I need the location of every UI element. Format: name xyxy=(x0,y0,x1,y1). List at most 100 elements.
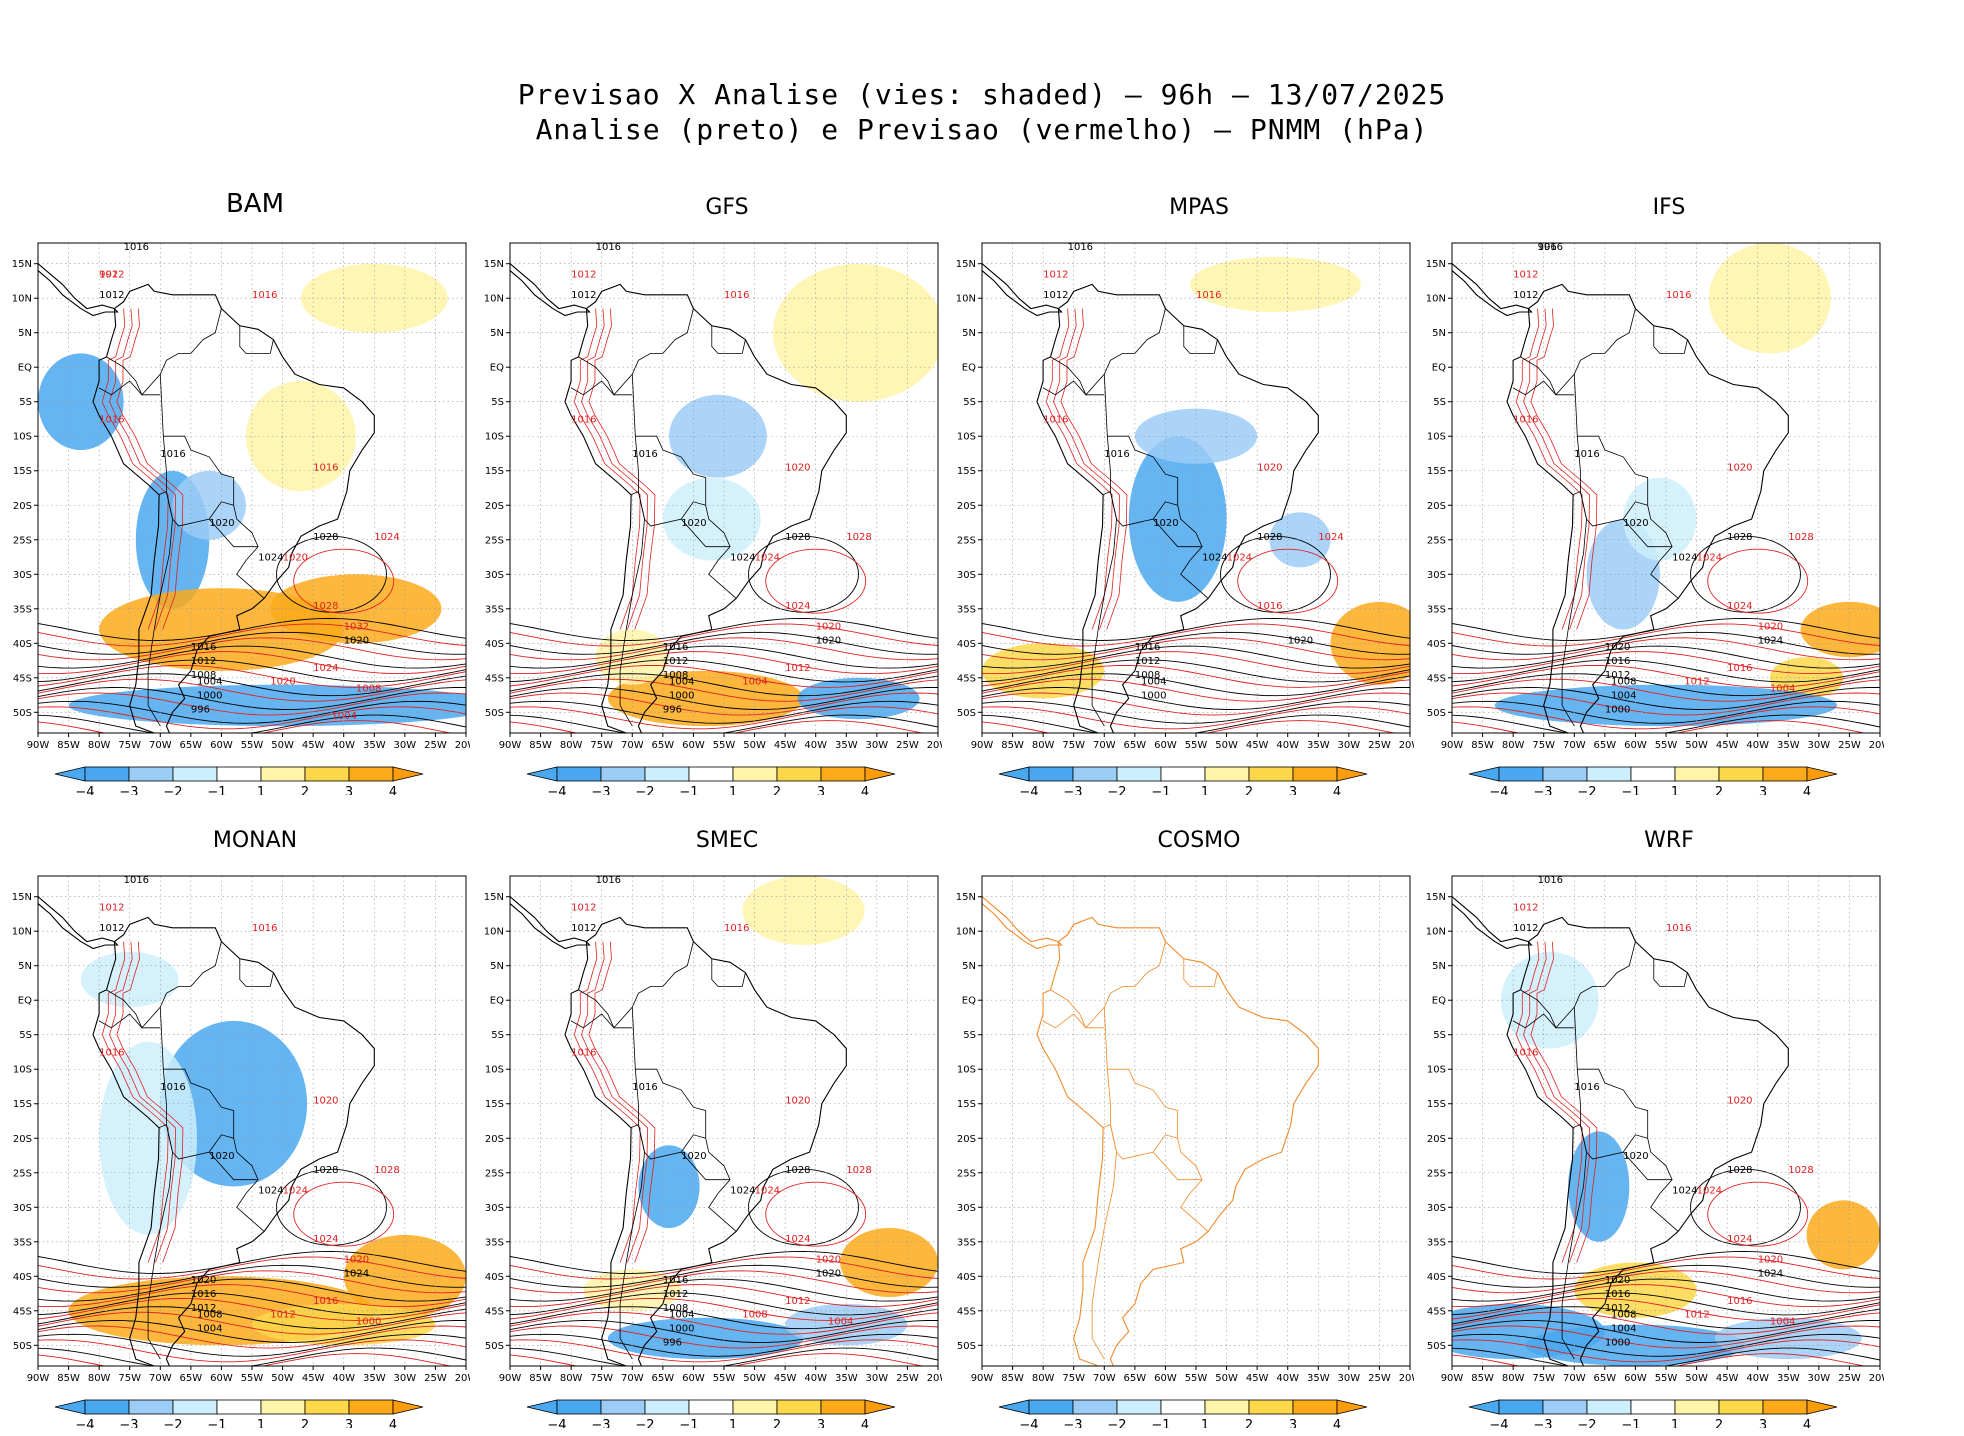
forecast-contour-label: 1012 xyxy=(270,1310,295,1321)
lon-tick-label: 80W xyxy=(1502,1373,1525,1384)
forecast-contour-label: 1016 xyxy=(571,414,596,425)
colorbar-label: −1 xyxy=(1621,1418,1640,1428)
analysis-contour-label: 1016 xyxy=(1538,242,1563,253)
forecast-contour-label: 1020 xyxy=(816,622,841,633)
colorbar-label: −2 xyxy=(1107,1418,1126,1428)
analysis-contour-label: 1012 xyxy=(663,1289,688,1300)
lon-tick-label: 35W xyxy=(835,740,858,751)
forecast-contour-label: 1012 xyxy=(1684,677,1709,688)
colorbar-segment xyxy=(644,1399,690,1415)
lon-tick-label: 55W xyxy=(1655,740,1678,751)
lon-tick-label: 40W xyxy=(804,740,827,751)
lon-tick-label: 80W xyxy=(88,1373,111,1384)
country-border xyxy=(1050,308,1166,396)
analysis-isobar xyxy=(510,1250,938,1274)
analysis-contour-label: 1016 xyxy=(1068,242,1093,253)
colorbar-label: 2 xyxy=(1715,1418,1723,1428)
colorbar-segment xyxy=(1542,1399,1588,1415)
analysis-contour-label: 1012 xyxy=(1513,923,1538,934)
lat-tick-label: 15S xyxy=(13,1099,32,1110)
lat-tick-label: 50S xyxy=(13,1341,32,1352)
lon-tick-label: 45W xyxy=(774,740,797,751)
lon-tick-label: 85W xyxy=(57,740,80,751)
analysis-isobar xyxy=(982,631,1410,655)
forecast-contour-label: 1016 xyxy=(1727,663,1752,674)
country-border xyxy=(208,1151,259,1181)
lat-tick-label: 5N xyxy=(490,961,504,972)
lon-tick-label: 60W xyxy=(210,740,233,751)
lat-tick-label: 25S xyxy=(485,535,504,546)
forecast-contour-label: 1028 xyxy=(313,601,338,612)
country-border xyxy=(1050,941,1166,1029)
analysis-contour-label: 1008 xyxy=(1611,677,1636,688)
lat-tick-label: 10N xyxy=(956,927,976,938)
lon-tick-label: 60W xyxy=(1624,740,1647,751)
bias-shading xyxy=(1568,1131,1630,1242)
analysis-contour-label: 1004 xyxy=(1611,691,1636,702)
analysis-contour-label: 1004 xyxy=(1141,677,1166,688)
panel-title: BAM xyxy=(225,189,285,219)
analysis-contour-label: 1020 xyxy=(1623,1151,1648,1162)
analysis-contour-label: 1012 xyxy=(1513,290,1538,301)
colorbar-under-triangle xyxy=(1468,766,1500,782)
country-border xyxy=(98,1013,161,1029)
lat-tick-label: 20S xyxy=(485,1134,504,1145)
lat-tick-label: 10S xyxy=(485,1065,504,1076)
colorbar-over-triangle xyxy=(1806,1399,1838,1415)
colorbar-label: −3 xyxy=(1533,1418,1552,1428)
panel-mpas: MPAS 1016 1012 1016 1020 1024 1028 1020 1016 1012… xyxy=(944,195,1414,795)
colorbar-segment xyxy=(1762,1399,1808,1415)
analysis-isobar xyxy=(38,1250,466,1274)
colorbar-segment xyxy=(1028,766,1074,782)
lon-tick-label: 35W xyxy=(363,1373,386,1384)
colorbar: −4 −3 −2 −1 1 2 3 4 xyxy=(1468,1399,1838,1428)
coastline-central-america xyxy=(510,262,591,317)
country-border xyxy=(631,374,737,599)
analysis-contour-label: 1008 xyxy=(663,670,688,681)
analysis-isobar xyxy=(1452,700,1880,724)
lat-tick-label: 45S xyxy=(485,1306,504,1317)
country-border xyxy=(1561,490,1587,727)
analysis-isobar xyxy=(1452,659,1880,683)
country-border xyxy=(619,1123,645,1360)
colorbar-label: −4 xyxy=(1489,1418,1508,1428)
coastline-south-america xyxy=(1036,283,1319,733)
analysis-contour-label: 1016 xyxy=(1574,1082,1599,1093)
lat-tick-label: EQ xyxy=(18,996,32,1007)
lon-tick-label: 55W xyxy=(1655,1373,1678,1384)
bias-shading xyxy=(1494,684,1838,727)
coastline-south-america xyxy=(92,916,375,1366)
lon-tick-label: 60W xyxy=(682,1373,705,1384)
forecast-isobar xyxy=(982,623,1410,647)
lon-tick-label: 30W xyxy=(1808,740,1831,751)
lon-tick-label: 65W xyxy=(652,740,675,751)
analysis-isobar xyxy=(38,1292,466,1316)
lon-tick-label: 20W xyxy=(1399,1373,1414,1384)
panel-title: GFS xyxy=(705,195,749,220)
lat-tick-label: 30S xyxy=(1427,1203,1446,1214)
forecast-contour-label: 1012 xyxy=(1513,903,1538,914)
lat-tick-label: 10N xyxy=(12,294,32,305)
analysis-contour-label: 1024 xyxy=(730,1186,755,1197)
lon-tick-label: 50W xyxy=(1685,1373,1708,1384)
analysis-isobar xyxy=(38,1278,466,1302)
analysis-contour-label: 1020 xyxy=(1623,518,1648,529)
country-border xyxy=(106,941,222,1029)
colorbar-label: 1 xyxy=(1671,785,1679,795)
analysis-contour-label: 1016 xyxy=(1135,642,1160,653)
colorbar-segment xyxy=(1586,1399,1632,1415)
andes-contour xyxy=(573,308,641,630)
lon-tick-label: 40W xyxy=(1276,1373,1299,1384)
country-border xyxy=(1103,374,1209,599)
country-border xyxy=(1622,518,1673,548)
forecast-contour-label: 1024 xyxy=(785,601,810,612)
colorbar-segment xyxy=(1248,766,1294,782)
colorbar-segment xyxy=(128,1399,174,1415)
colorbar-label: 4 xyxy=(1803,785,1811,795)
colorbar-label: 4 xyxy=(861,785,869,795)
lon-tick-label: 65W xyxy=(1124,740,1147,751)
forecast-contour-label: 992 xyxy=(99,270,118,281)
colorbar-label: 3 xyxy=(345,1418,353,1428)
forecast-isobar xyxy=(982,706,1410,730)
lat-tick-label: 20S xyxy=(485,501,504,512)
